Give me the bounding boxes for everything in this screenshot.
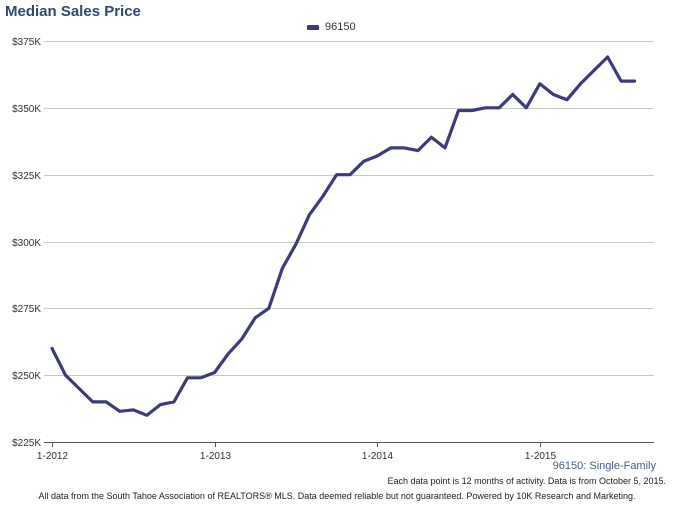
y-tick-label: $350K <box>12 104 41 115</box>
footer-disclaimer: All data from the South Tahoe Associatio… <box>38 491 636 501</box>
x-tick-label: 1-2014 <box>362 451 394 462</box>
legend: 96150 <box>307 21 356 33</box>
y-tick-label: $375K <box>12 37 41 48</box>
y-tick-label: $275K <box>12 304 41 315</box>
x-tick-label: 1-2015 <box>525 451 557 462</box>
y-tick-label: $250K <box>12 371 41 382</box>
chart-title: Median Sales Price <box>5 3 141 20</box>
x-tick-label: 1-2012 <box>37 451 69 462</box>
data-note: Each data point is 12 months of activity… <box>387 476 666 486</box>
chart-subtitle: 96150: Single-Family <box>552 460 656 472</box>
series-line-96150 <box>50 55 637 417</box>
y-tick-label: $300K <box>12 238 41 249</box>
y-tick-label: $225K <box>12 438 41 449</box>
x-tick-label: 1-2013 <box>200 451 232 462</box>
legend-label: 96150 <box>325 21 356 33</box>
legend-swatch <box>307 24 319 30</box>
y-tick-label: $325K <box>12 171 41 182</box>
